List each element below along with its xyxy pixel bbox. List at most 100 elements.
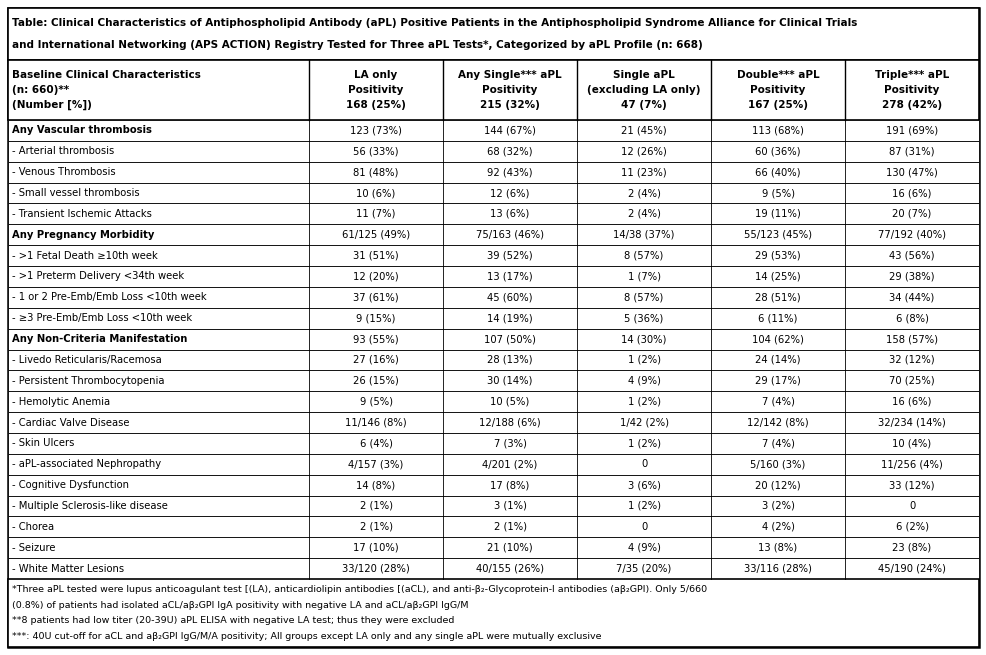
Text: 68 (32%): 68 (32%) — [487, 146, 532, 157]
Text: 6 (4%): 6 (4%) — [359, 438, 392, 449]
Text: 1 (2%): 1 (2%) — [627, 355, 660, 365]
Text: - >1 Fetal Death ≥10th week: - >1 Fetal Death ≥10th week — [12, 251, 158, 261]
Text: 7 (4%): 7 (4%) — [761, 438, 794, 449]
Text: 20 (7%): 20 (7%) — [891, 209, 931, 219]
Text: 130 (47%): 130 (47%) — [885, 167, 937, 177]
Text: - ≥3 Pre-Emb/Emb Loss <10th week: - ≥3 Pre-Emb/Emb Loss <10th week — [12, 313, 192, 323]
Text: 61/125 (49%): 61/125 (49%) — [341, 230, 409, 240]
Bar — [8, 8, 978, 60]
Text: 167 (25%): 167 (25%) — [747, 100, 808, 110]
Text: 92 (43%): 92 (43%) — [487, 167, 532, 177]
Text: 4 (9%): 4 (9%) — [627, 376, 660, 386]
Text: 7 (3%): 7 (3%) — [493, 438, 526, 449]
Text: 4 (2%): 4 (2%) — [761, 522, 794, 532]
Text: 45/190 (24%): 45/190 (24%) — [878, 563, 945, 574]
Text: 45 (60%): 45 (60%) — [487, 292, 532, 303]
Text: - Livedo Reticularis/Racemosa: - Livedo Reticularis/Racemosa — [12, 355, 162, 365]
Text: 2 (4%): 2 (4%) — [627, 209, 660, 219]
Text: 11 (7%): 11 (7%) — [356, 209, 395, 219]
Text: 1 (2%): 1 (2%) — [627, 438, 660, 449]
Text: 10 (5%): 10 (5%) — [490, 397, 529, 407]
Text: - Seizure: - Seizure — [12, 543, 55, 553]
Bar — [8, 475, 978, 496]
Bar — [8, 141, 978, 162]
Text: (excluding LA only): (excluding LA only) — [587, 85, 700, 95]
Text: 16 (6%): 16 (6%) — [891, 397, 931, 407]
Text: 26 (15%): 26 (15%) — [353, 376, 398, 386]
Bar — [8, 329, 978, 350]
Text: 12 (20%): 12 (20%) — [353, 271, 398, 282]
Text: 93 (55%): 93 (55%) — [353, 334, 398, 344]
Text: 27 (16%): 27 (16%) — [353, 355, 398, 365]
Text: 2 (1%): 2 (1%) — [493, 522, 526, 532]
Text: LA only: LA only — [354, 70, 397, 80]
Text: 87 (31%): 87 (31%) — [888, 146, 934, 157]
Text: **8 patients had low titer (20-39U) aPL ELISA with negative LA test; thus they w: **8 patients had low titer (20-39U) aPL … — [12, 616, 454, 626]
Text: 56 (33%): 56 (33%) — [353, 146, 398, 157]
Text: 6 (11%): 6 (11%) — [757, 313, 797, 323]
Text: 70 (25%): 70 (25%) — [888, 376, 934, 386]
Text: 17 (8%): 17 (8%) — [490, 480, 529, 490]
Bar — [8, 120, 978, 141]
Text: Triple*** aPL: Triple*** aPL — [874, 70, 949, 80]
Text: 75/163 (46%): 75/163 (46%) — [475, 230, 543, 240]
Text: Single aPL: Single aPL — [612, 70, 674, 80]
Text: 4 (9%): 4 (9%) — [627, 543, 660, 553]
Text: 24 (14%): 24 (14%) — [754, 355, 800, 365]
Text: 2 (1%): 2 (1%) — [359, 501, 392, 511]
Text: 2 (1%): 2 (1%) — [359, 522, 392, 532]
Text: 123 (73%): 123 (73%) — [350, 125, 401, 136]
Text: 6 (2%): 6 (2%) — [894, 522, 928, 532]
Text: 4/201 (2%): 4/201 (2%) — [482, 459, 537, 469]
Text: 33 (12%): 33 (12%) — [888, 480, 934, 490]
Text: 10 (4%): 10 (4%) — [891, 438, 931, 449]
Text: - Persistent Thrombocytopenia: - Persistent Thrombocytopenia — [12, 376, 165, 386]
Text: - Skin Ulcers: - Skin Ulcers — [12, 438, 74, 449]
Text: - 1 or 2 Pre-Emb/Emb Loss <10th week: - 1 or 2 Pre-Emb/Emb Loss <10th week — [12, 292, 206, 303]
Text: 29 (38%): 29 (38%) — [888, 271, 934, 282]
Text: 191 (69%): 191 (69%) — [885, 125, 937, 136]
Text: 215 (32%): 215 (32%) — [479, 100, 539, 110]
Bar — [8, 454, 978, 475]
Bar — [8, 433, 978, 454]
Text: 11/146 (8%): 11/146 (8%) — [345, 417, 406, 428]
Text: - Cardiac Valve Disease: - Cardiac Valve Disease — [12, 417, 129, 428]
Text: 1 (2%): 1 (2%) — [627, 501, 660, 511]
Text: - aPL-associated Nephropathy: - aPL-associated Nephropathy — [12, 459, 161, 469]
Text: 12/188 (6%): 12/188 (6%) — [479, 417, 540, 428]
Text: 28 (13%): 28 (13%) — [487, 355, 532, 365]
Text: 60 (36%): 60 (36%) — [754, 146, 800, 157]
Text: 32 (12%): 32 (12%) — [888, 355, 934, 365]
Bar — [8, 350, 978, 370]
Text: 11 (23%): 11 (23%) — [620, 167, 667, 177]
Text: 30 (14%): 30 (14%) — [487, 376, 532, 386]
Text: 11/256 (4%): 11/256 (4%) — [880, 459, 942, 469]
Bar — [8, 516, 978, 537]
Text: 29 (53%): 29 (53%) — [754, 251, 800, 261]
Text: Positivity: Positivity — [348, 85, 403, 95]
Text: 34 (44%): 34 (44%) — [888, 292, 934, 303]
Text: Positivity: Positivity — [749, 85, 805, 95]
Text: 4/157 (3%): 4/157 (3%) — [348, 459, 403, 469]
Text: 8 (57%): 8 (57%) — [624, 251, 663, 261]
Text: - Small vessel thrombosis: - Small vessel thrombosis — [12, 188, 139, 198]
Text: - Arterial thrombosis: - Arterial thrombosis — [12, 146, 114, 157]
Text: 14 (8%): 14 (8%) — [356, 480, 395, 490]
Text: 144 (67%): 144 (67%) — [483, 125, 535, 136]
Text: 1/42 (2%): 1/42 (2%) — [619, 417, 668, 428]
Text: 9 (5%): 9 (5%) — [359, 397, 392, 407]
Text: Positivity: Positivity — [883, 85, 939, 95]
Text: 47 (7%): 47 (7%) — [620, 100, 667, 110]
Text: 17 (10%): 17 (10%) — [353, 543, 398, 553]
Text: 12/142 (8%): 12/142 (8%) — [746, 417, 808, 428]
Text: - Transient Ischemic Attacks: - Transient Ischemic Attacks — [12, 209, 152, 219]
Bar — [8, 370, 978, 391]
Text: Positivity: Positivity — [482, 85, 537, 95]
Text: 33/120 (28%): 33/120 (28%) — [342, 563, 409, 574]
Text: 28 (51%): 28 (51%) — [754, 292, 800, 303]
Text: 14 (30%): 14 (30%) — [621, 334, 666, 344]
Text: - Chorea: - Chorea — [12, 522, 54, 532]
Text: 10 (6%): 10 (6%) — [356, 188, 395, 198]
Text: 33/116 (28%): 33/116 (28%) — [743, 563, 811, 574]
Text: 5/160 (3%): 5/160 (3%) — [749, 459, 805, 469]
